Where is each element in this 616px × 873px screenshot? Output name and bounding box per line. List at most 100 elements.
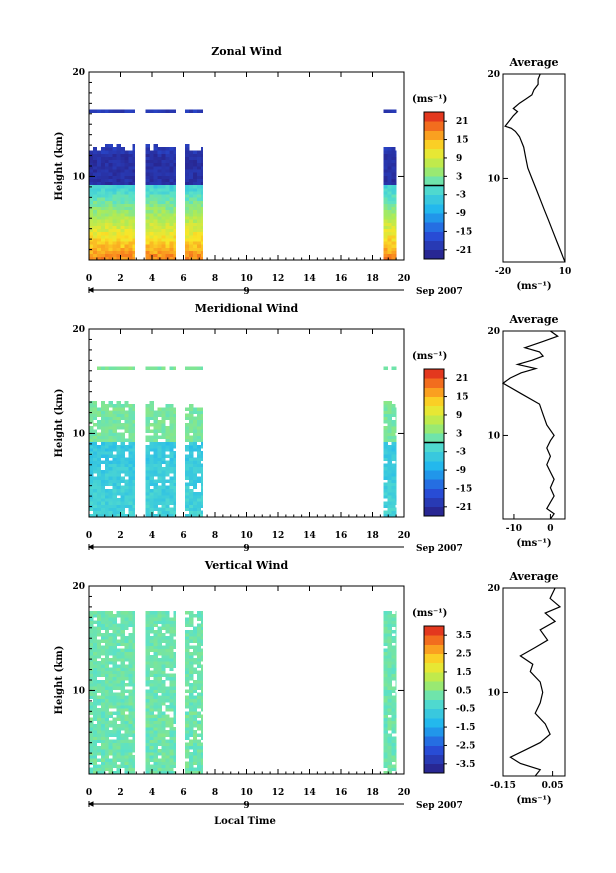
heatmap-cell	[100, 664, 106, 668]
heatmap-cell	[192, 748, 198, 753]
heatmap-cell	[196, 213, 202, 217]
heatmap-cell	[189, 742, 194, 747]
profile-y-tick-label: 10	[487, 688, 500, 698]
heatmap-cell	[383, 197, 388, 201]
heatmap-cell	[120, 172, 125, 176]
heatmap-cell	[120, 466, 125, 471]
heatmap-cell	[185, 680, 190, 684]
heatmap-cell	[165, 463, 170, 468]
heatmap-cell	[189, 444, 194, 449]
heatmap-cell	[104, 147, 110, 151]
heatmap-cell	[124, 109, 129, 114]
heatmap-cell	[108, 429, 113, 433]
heatmap-cell	[157, 213, 162, 217]
heatmap-cell	[387, 159, 392, 164]
heatmap-cell	[145, 429, 150, 433]
heatmap-cell	[112, 730, 117, 734]
heatmap-cell	[92, 495, 98, 499]
heatmap-cell	[169, 664, 174, 668]
heatmap-cell	[120, 460, 125, 465]
heatmap-cell	[108, 648, 113, 653]
heatmap-cell	[145, 755, 150, 759]
heatmap-cell	[185, 491, 190, 496]
heatmap-cell	[92, 231, 98, 236]
heatmap-cell	[100, 419, 106, 424]
heatmap-cell	[128, 708, 133, 712]
heatmap-cell	[100, 767, 106, 772]
heatmap-cell	[149, 404, 154, 408]
heatmap-cell	[149, 463, 154, 468]
heatmap-cell	[128, 767, 133, 772]
heatmap-cell	[128, 495, 133, 499]
heatmap-cell	[108, 645, 113, 649]
heatmap-cell	[149, 614, 154, 618]
heatmap-cell	[96, 200, 102, 204]
heatmap-cell	[100, 692, 106, 696]
heatmap-cell	[149, 664, 154, 668]
heatmap-cell	[391, 727, 396, 731]
heatmap-cell	[169, 617, 174, 621]
heatmap-cell	[383, 752, 388, 756]
heatmap-cell	[173, 256, 177, 261]
heatmap-cell	[161, 429, 166, 433]
heatmap-cell	[153, 413, 158, 418]
heatmap-cell	[128, 742, 133, 747]
heatmap-cell	[149, 473, 154, 477]
heatmap-cell	[89, 755, 94, 759]
heatmap-cell	[132, 692, 136, 696]
profile-y-tick-label: 20	[487, 327, 500, 337]
colorbar-segment	[424, 745, 444, 756]
heatmap-cell	[149, 488, 154, 493]
heatmap-cell	[161, 448, 166, 452]
heatmap-cell	[89, 181, 94, 186]
heatmap-cell	[391, 219, 396, 223]
colorbar-segment	[424, 506, 444, 517]
heatmap-cell	[173, 742, 177, 747]
heatmap-cell	[120, 241, 125, 245]
heatmap-cell	[128, 426, 133, 430]
heatmap-cell	[120, 426, 125, 430]
heatmap-cell	[185, 244, 190, 248]
heatmap-cell	[391, 485, 396, 490]
heatmap-cell	[132, 495, 136, 499]
heatmap-cell	[185, 501, 190, 505]
heatmap-cell	[189, 667, 194, 671]
heatmap-cell	[200, 200, 203, 204]
heatmap-cell	[120, 648, 125, 653]
heatmap-cell	[189, 162, 194, 167]
heatmap-cell	[124, 745, 129, 750]
heatmap-cell	[145, 444, 150, 449]
heatmap-cell	[104, 683, 110, 687]
heatmap-cell	[96, 733, 102, 737]
heatmap-cell	[89, 648, 94, 653]
heatmap-cell	[157, 419, 162, 424]
heatmap-cell	[92, 711, 98, 715]
heatmap-cell	[116, 727, 121, 731]
heatmap-cell	[391, 673, 396, 678]
heatmap-cell	[200, 748, 203, 753]
colorbar-tick-label: 2.5	[456, 650, 472, 660]
heatmap-cell	[96, 617, 102, 621]
heatmap-cell	[185, 620, 190, 624]
heatmap-cell	[383, 764, 388, 769]
heatmap-cell	[383, 667, 388, 671]
heatmap-cell	[89, 614, 94, 618]
heatmap-cell	[92, 501, 98, 505]
heatmap-cell	[100, 219, 106, 223]
heatmap-cell	[104, 504, 110, 508]
heatmap-cell	[100, 648, 106, 653]
heatmap-cell	[173, 730, 177, 734]
heatmap-cell	[200, 187, 203, 192]
heatmap-cell	[104, 498, 110, 502]
heatmap-cell	[387, 234, 392, 239]
heatmap-cell	[124, 758, 129, 762]
heatmap-cell	[89, 513, 94, 518]
heatmap-cell	[200, 159, 203, 164]
heatmap-cell	[173, 739, 177, 743]
heatmap-cell	[383, 705, 388, 709]
heatmap-cell	[120, 187, 125, 192]
heatmap-cell	[116, 755, 121, 759]
heatmap-cell	[169, 626, 174, 631]
heatmap-cell	[96, 752, 102, 756]
heatmap-cell	[116, 642, 121, 646]
